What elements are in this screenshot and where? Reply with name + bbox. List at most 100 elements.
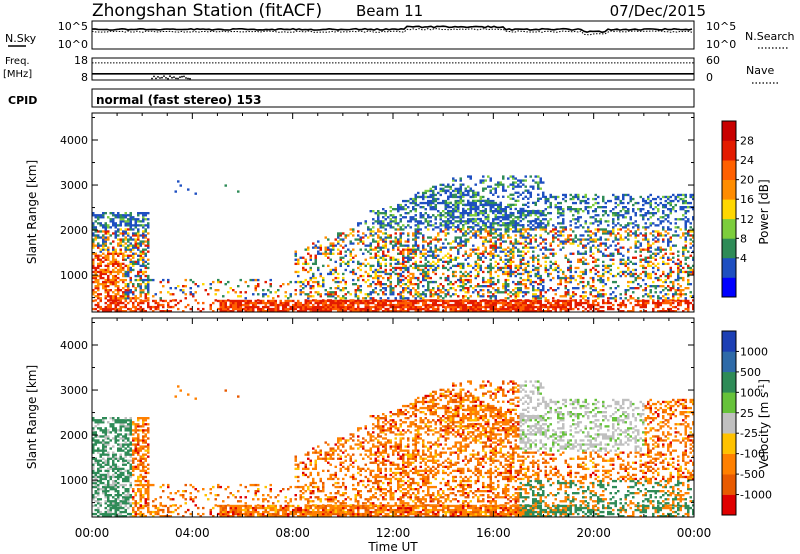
scatter-cell [284, 303, 287, 307]
scatter-cell [119, 240, 122, 243]
scatter-cell [452, 310, 455, 313]
scatter-cell [369, 310, 372, 313]
scatter-cell [457, 215, 460, 219]
scatter-cell [489, 268, 492, 272]
scatter-cell [469, 230, 472, 233]
scatter-cell [652, 238, 655, 241]
scatter-cell [452, 228, 455, 231]
scatter-cell [442, 210, 445, 213]
scatter-cell [164, 299, 167, 303]
scatter-cell [599, 280, 602, 284]
scatter-cell [502, 248, 505, 251]
scatter-cell [504, 262, 507, 266]
scatter-cell [319, 293, 322, 296]
scatter-cell [529, 270, 532, 274]
scatter-cell [514, 230, 517, 233]
scatter-cell [324, 310, 327, 313]
scatter-cell [339, 297, 342, 300]
scatter-cell [429, 262, 432, 266]
scatter-cell [647, 272, 650, 276]
scatter-cell [124, 297, 127, 300]
scatter-cell [427, 264, 430, 268]
scatter-cell [182, 291, 185, 294]
scatter-cell [512, 212, 515, 215]
scatter-cell [469, 278, 472, 282]
scatter-cell [534, 266, 537, 270]
scatter-cell [632, 203, 635, 207]
scatter-cell [267, 310, 270, 313]
nave-dip-dot [161, 76, 163, 79]
scatter-cell [392, 289, 395, 292]
scatter-cell [339, 289, 342, 292]
scatter-cell [467, 280, 470, 284]
scatter-cell [242, 307, 245, 311]
scatter-cell [602, 293, 605, 296]
scatter-cell [489, 258, 492, 261]
scatter-cell [557, 216, 560, 219]
scatter-cell [567, 260, 570, 264]
scatter-cell [527, 310, 530, 313]
scatter-cell [487, 301, 490, 305]
scatter-cell [434, 262, 437, 266]
scatter-cell [497, 301, 500, 305]
scatter-cell [357, 238, 360, 241]
scatter-cell [127, 285, 130, 288]
scatter-cell [369, 210, 372, 213]
scatter-cell [619, 210, 622, 213]
scatter-cell [92, 289, 95, 292]
scatter-cell [444, 310, 447, 313]
scatter-cell [469, 175, 472, 178]
scatter-cell [424, 272, 427, 276]
scatter-cell [182, 289, 185, 292]
scatter-cell [124, 246, 127, 249]
scatter-cell [522, 295, 525, 298]
scatter-cell [582, 287, 585, 290]
scatter-cell [612, 258, 615, 261]
scatter-cell [394, 228, 397, 231]
scatter-cell [317, 303, 320, 307]
scatter-cell [337, 307, 340, 311]
scatter-cell [509, 264, 512, 268]
scatter-cell [377, 260, 380, 264]
scatter-cell [604, 283, 607, 286]
scatter-cell [394, 232, 397, 235]
scatter-cell [402, 310, 405, 313]
scatter-cell [604, 220, 607, 223]
scatter-cell [557, 208, 560, 211]
scatter-cell [232, 303, 235, 307]
scatter-cell [319, 252, 322, 255]
scatter-cell [544, 260, 547, 264]
scatter-cell [132, 303, 135, 307]
scatter-cell [612, 262, 615, 266]
scatter-cell [442, 201, 445, 205]
scatter-cell [564, 285, 567, 288]
scatter-cell [657, 285, 660, 288]
nave-dip-dot [189, 77, 191, 80]
scatter-cell [477, 303, 480, 307]
scatter-cell [322, 285, 325, 288]
scatter-cell [224, 303, 227, 307]
scatter-cell [112, 262, 115, 266]
scatter-cell [337, 303, 340, 307]
scatter-cell [147, 285, 150, 288]
scatter-cell [439, 295, 442, 298]
scatter-cell [477, 256, 480, 259]
scatter-cell [534, 203, 537, 207]
scatter-cell [377, 234, 380, 237]
scatter-cell [119, 268, 122, 272]
scatter-cell [442, 291, 445, 294]
scatter-cell [382, 212, 385, 215]
scatter-cell [459, 183, 462, 186]
scatter-cell [107, 305, 110, 309]
scatter-cell [572, 240, 575, 243]
scatter-cell [502, 283, 505, 286]
scatter-cell [347, 299, 350, 303]
scatter-cell [484, 238, 487, 241]
scatter-cell [594, 246, 597, 249]
scatter-cell [494, 250, 497, 253]
scatter-cell [492, 228, 495, 231]
scatter-cell [117, 264, 120, 268]
scatter-cell [429, 187, 432, 191]
scatter-cell [499, 242, 502, 245]
scatter-cell [529, 301, 532, 305]
